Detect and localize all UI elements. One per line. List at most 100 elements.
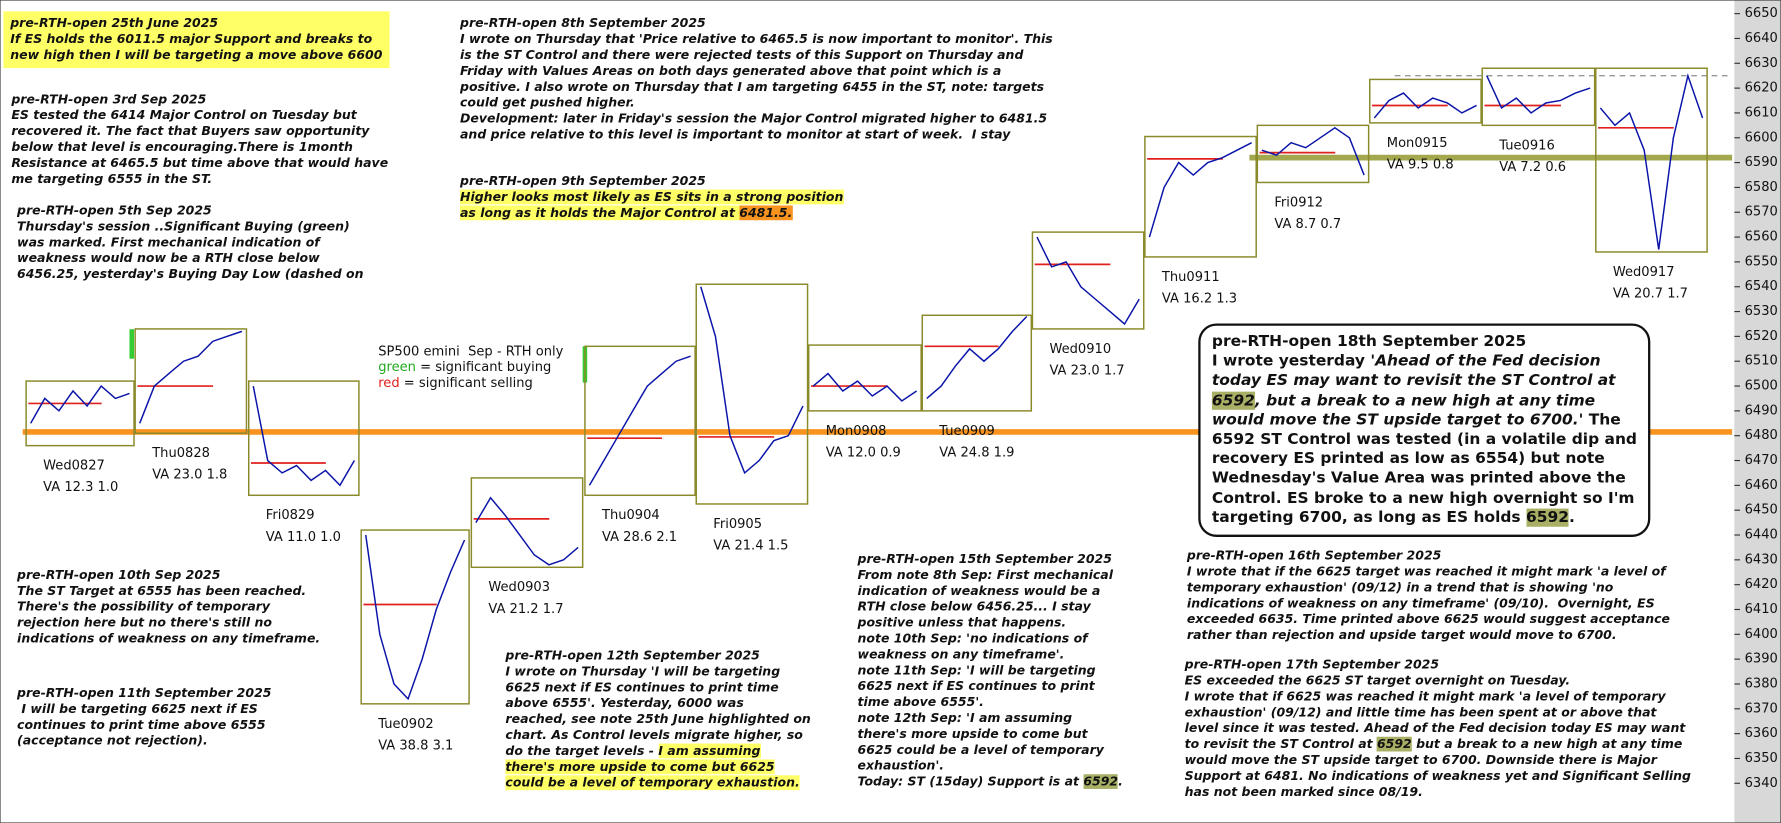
note-line: I wrote that if the 6625 target was reac…	[1186, 564, 1666, 579]
note-line: note 12th Sep: 'I am assuming	[857, 710, 1073, 726]
note-line: Resistance at 6465.5 but time above that…	[11, 155, 389, 171]
note-line: has not been marked since 08/19.	[1184, 784, 1423, 800]
note-segment: 6592	[1083, 774, 1119, 789]
note-line: could get pushed higher.	[459, 95, 635, 111]
y-tick-label: 6420	[1745, 577, 1778, 592]
session-box	[1031, 231, 1145, 330]
legend-text: = significant selling	[399, 374, 533, 391]
y-tick-label: 6410	[1745, 602, 1778, 617]
y-tick-label: 6550	[1745, 254, 1778, 269]
session-label: Wed0910	[1049, 342, 1111, 357]
note-line: The ST Target at 6555 has been reached.	[17, 583, 307, 599]
y-tick-label: 6360	[1745, 726, 1778, 741]
y-tick-label: 6640	[1745, 31, 1778, 46]
note-line: Today: ST (15day) Support is at 6592.	[858, 774, 1123, 790]
session-label: Tue0902	[377, 717, 434, 732]
note-line: Thursday's session ..Significant Buying …	[17, 219, 350, 234]
legend-key: SP500 emini Sep - RTH only	[378, 342, 564, 359]
note-line: If ES holds the 6011.5 major Support and…	[10, 31, 373, 47]
price-line	[1261, 126, 1365, 176]
note-segment: could be a level of temporary exhaustion…	[505, 775, 800, 791]
note-line: ES tested the 6414 Major Control on Tues…	[11, 107, 357, 123]
session-label: Tue0916	[1498, 138, 1555, 153]
note-line: could be a level of temporary exhaustion…	[505, 775, 810, 791]
session-va: VA 11.0 1.0	[266, 530, 341, 545]
session-box	[584, 345, 696, 497]
session-label: Tue0909	[938, 424, 995, 439]
session-label: Thu0828	[151, 446, 210, 461]
note-segment: Ahead of the Fed decision	[1375, 352, 1601, 371]
note-line: would move the ST upside target to 6700.…	[1212, 411, 1637, 431]
note-title: pre-RTH-open 11th September 2025	[17, 685, 272, 701]
price-axis-bg	[1734, 0, 1781, 823]
note-line: below that level is encouraging.There is…	[11, 139, 353, 155]
note: pre-RTH-open 25th June 2025 If ES holds t…	[3, 11, 390, 69]
note-line: There's the possibility of temporary	[17, 599, 271, 615]
y-tick-label: 6580	[1745, 180, 1778, 195]
note-line: rather than rejection and upside target …	[1186, 627, 1617, 643]
y-tick-label: 6440	[1745, 528, 1778, 543]
note-title: pre-RTH-open 17th September 2025	[1184, 657, 1440, 673]
session-va: VA 8.7 0.7	[1274, 217, 1341, 232]
note: pre-RTH-open 12th September 2025 I wrote …	[505, 648, 811, 791]
note-line: I wrote that if 6625 was reached it migh…	[1184, 689, 1666, 704]
note-line: as long as it holds the Major Control at…	[459, 205, 843, 221]
note-line: Control. ES broke to a new high overnigh…	[1211, 488, 1635, 508]
session-box	[1369, 78, 1482, 124]
note-line: new high then I will be targeting a move…	[10, 47, 383, 63]
note-line: exhaustion' (09/12) and little time has …	[1184, 704, 1657, 720]
session-label: Wed0903	[488, 580, 550, 595]
note: pre-RTH-open 3rd Sep 2025 ES tested the 6…	[11, 92, 388, 187]
note-line: weakness would now be a RTH close below	[17, 250, 320, 266]
note-segment: 6592	[1525, 508, 1569, 527]
session-box	[695, 283, 809, 505]
session-label: Wed0827	[43, 459, 105, 474]
session-box	[25, 380, 135, 447]
note: pre-RTH-open 15th September 2025 From not…	[858, 552, 1123, 790]
note-segment: I am assuming	[658, 743, 761, 759]
session-label: Fri0829	[266, 508, 315, 523]
note-line: note 11th Sep: 'I will be targeting	[857, 662, 1096, 678]
session-label: Wed0917	[1613, 265, 1675, 280]
note-line: Friday with Values Areas on both days ge…	[459, 63, 1002, 79]
y-tick-label: 6630	[1745, 56, 1778, 71]
session-label: Thu0904	[601, 508, 660, 523]
note-line: above 6555'. Yesterday, 6000 was	[505, 695, 744, 711]
note-line: reached, see note 25th June highlighted …	[505, 711, 811, 727]
session-va: VA 23.0 1.8	[152, 468, 227, 483]
note-line: today ES may want to revisit the ST Cont…	[1212, 372, 1637, 392]
note-title: pre-RTH-open 25th June 2025	[10, 15, 219, 31]
y-tick-label: 6340	[1745, 776, 1778, 791]
price-line	[1373, 92, 1477, 119]
y-tick-label: 6400	[1745, 627, 1778, 642]
note-line: temporary exhaustion' (09/12) in a trend…	[1186, 580, 1614, 595]
note-line: exceeded 6635. Time printed above 6625 w…	[1186, 611, 1670, 627]
note-line: RTH close below 6456.25... I stay	[857, 599, 1091, 615]
note-segment: today ES may want to revisit the ST Cont…	[1211, 371, 1616, 390]
session-box	[248, 380, 360, 497]
y-tick-label: 6470	[1745, 453, 1778, 468]
session-va: VA 12.3 1.0	[43, 480, 118, 495]
note-segment: to revisit the ST Control at	[1184, 736, 1377, 752]
note-segment: .	[1568, 508, 1575, 527]
note-title: pre-RTH-open 16th September 2025	[1186, 548, 1442, 564]
price-line	[926, 315, 1028, 400]
session-va: VA 12.0 0.9	[826, 445, 901, 460]
session-box	[1144, 135, 1257, 258]
note-title: pre-RTH-open 18th September 2025	[1211, 332, 1527, 351]
note-line: From note 8th Sep: First mechanical	[857, 567, 1114, 583]
price-line	[252, 385, 356, 487]
note-line: chart. As Control levels migrate higher,…	[505, 727, 803, 743]
note-line: to revisit the ST Control at 6592 but a …	[1184, 736, 1691, 753]
note-line: recovered it. The fact that Buyers saw o…	[11, 123, 370, 139]
session-box	[134, 328, 248, 434]
note-title: pre-RTH-open 12th September 2025	[505, 648, 760, 663]
note-segment: would move the ST upside target to 6700.	[1211, 410, 1579, 429]
note-segment: as long as it holds the Major Control at	[459, 205, 740, 221]
note-segment: I wrote yesterday '	[1211, 352, 1376, 371]
session-box	[921, 314, 1033, 412]
y-tick-label: 6370	[1745, 701, 1778, 716]
note-line: rejection here but no there's still no	[17, 615, 272, 631]
note: pre-RTH-open 17th September 2025 ES excee…	[1185, 657, 1691, 800]
